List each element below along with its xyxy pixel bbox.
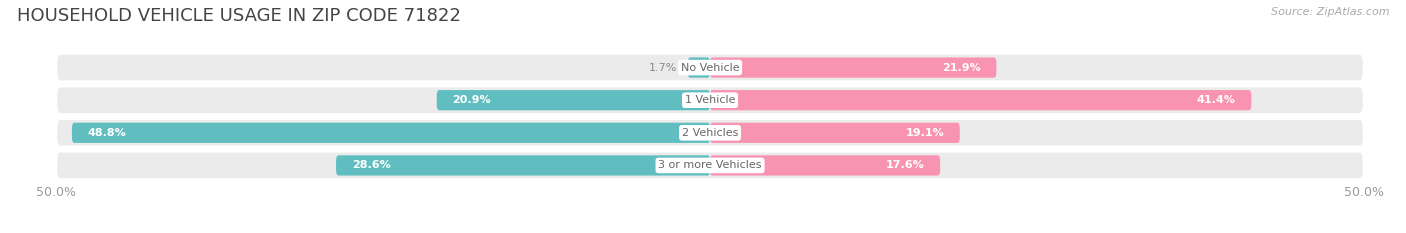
Text: 1 Vehicle: 1 Vehicle	[685, 95, 735, 105]
FancyBboxPatch shape	[56, 119, 1364, 147]
Text: 1.7%: 1.7%	[650, 63, 678, 72]
FancyBboxPatch shape	[688, 58, 710, 78]
Text: Source: ZipAtlas.com: Source: ZipAtlas.com	[1271, 7, 1389, 17]
Text: 17.6%: 17.6%	[886, 161, 925, 170]
FancyBboxPatch shape	[56, 152, 1364, 179]
Text: 48.8%: 48.8%	[87, 128, 127, 138]
FancyBboxPatch shape	[710, 58, 997, 78]
FancyBboxPatch shape	[336, 155, 710, 175]
Text: 19.1%: 19.1%	[905, 128, 943, 138]
FancyBboxPatch shape	[710, 90, 1251, 110]
Text: 28.6%: 28.6%	[352, 161, 391, 170]
FancyBboxPatch shape	[710, 155, 941, 175]
Text: 3 or more Vehicles: 3 or more Vehicles	[658, 161, 762, 170]
Text: No Vehicle: No Vehicle	[681, 63, 740, 72]
Text: 41.4%: 41.4%	[1197, 95, 1236, 105]
Text: 20.9%: 20.9%	[453, 95, 491, 105]
Text: 21.9%: 21.9%	[942, 63, 981, 72]
Text: 2 Vehicles: 2 Vehicles	[682, 128, 738, 138]
FancyBboxPatch shape	[72, 123, 710, 143]
FancyBboxPatch shape	[437, 90, 710, 110]
FancyBboxPatch shape	[710, 123, 960, 143]
FancyBboxPatch shape	[56, 54, 1364, 81]
Text: HOUSEHOLD VEHICLE USAGE IN ZIP CODE 71822: HOUSEHOLD VEHICLE USAGE IN ZIP CODE 7182…	[17, 7, 461, 25]
FancyBboxPatch shape	[56, 86, 1364, 114]
